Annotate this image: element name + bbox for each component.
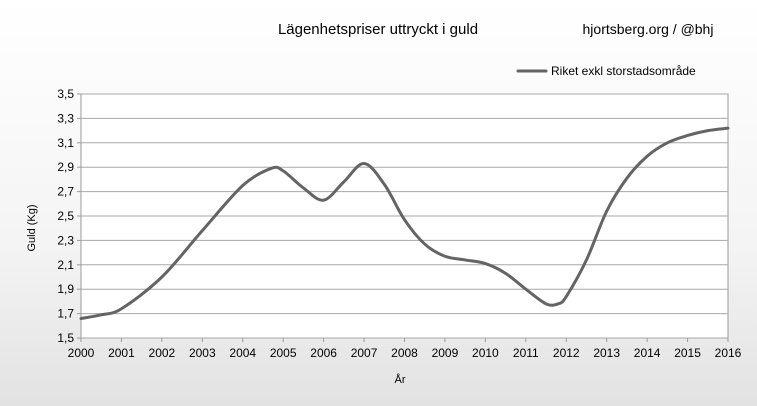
x-tick-label: 2006 [310,346,337,360]
y-axis-label: Guld (Kg) [26,204,38,251]
gridlines [81,93,728,339]
x-tick-label: 2003 [189,346,216,360]
x-axis-label: År [395,373,406,386]
y-tick-label: 2,3 [57,233,74,247]
y-tick-label: 3,5 [57,87,74,101]
y-tick-label: 3,3 [57,111,74,125]
y-tick-label: 2,7 [57,185,74,199]
x-tick-label: 2010 [472,346,499,360]
x-tick-label: 2007 [351,346,378,360]
y-tick-label: 3,1 [57,136,74,150]
x-tick-label: 2015 [674,346,701,360]
x-tick-label: 2008 [391,346,418,360]
y-tick-labels: 1,5 1,7 1,9 2,1 2,3 2,5 2,7 2,9 3,1 3,3 3,5 [57,87,81,345]
y-tick-label: 2,5 [57,209,74,223]
x-tick-label: 2004 [229,346,256,360]
x-tick-label: 2016 [715,346,742,360]
series-layer [79,126,730,320]
y-tick-label: 1,5 [57,331,74,345]
chart-title: Lägenhetspriser uttryckt i guld [278,21,478,38]
y-tick-label: 2,9 [57,160,74,174]
x-tick-label: 2013 [593,346,620,360]
y-tick-label: 2,1 [57,258,74,272]
x-tick-label: 2014 [634,346,661,360]
x-tick-label: 2002 [149,346,176,360]
legend: Riket exkl storstadsområde [516,64,696,78]
y-tick-label: 1,9 [57,282,74,296]
x-tick-label: 2009 [432,346,459,360]
series-line [79,126,730,320]
x-tick-label: 2012 [553,346,580,360]
x-tick-label: 2001 [108,346,135,360]
legend-label: Riket exkl storstadsområde [551,64,696,78]
chart-credit: hjortsberg.org / @bhj [583,21,714,37]
x-tick-label: 2011 [513,346,539,360]
y-tick-label: 1,7 [57,307,74,321]
x-tick-labels: 2000 2001 2002 2003 2004 2005 2006 2007 2008 2009… [68,338,742,360]
x-tick-label: 2000 [68,346,95,360]
x-tick-label: 2005 [270,346,297,360]
